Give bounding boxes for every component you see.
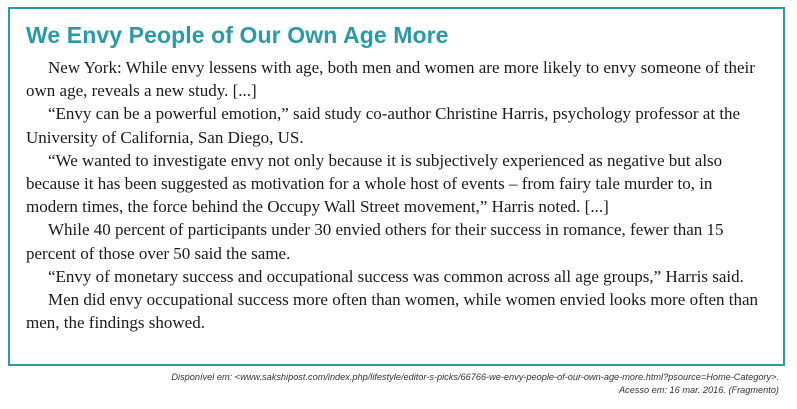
article-paragraph: Men did envy occupational success more o…: [26, 290, 759, 333]
article-paragraph: “Envy can be a powerful emotion,” said s…: [26, 104, 741, 147]
source-credit: Disponível em: <www.sakshipost.com/index…: [171, 371, 779, 396]
article-paragraph: “Envy of monetary success and occupation…: [48, 266, 744, 286]
article-box: We Envy People of Our Own Age More New Y…: [8, 7, 785, 366]
source-accessed-on: Acesso em: 16 mar. 2016. (Fragmento): [619, 384, 779, 395]
article-paragraph: While 40 percent of participants under 3…: [26, 220, 724, 263]
article-body: New York: While envy lessens with age, b…: [26, 56, 763, 334]
article-paragraph: New York: While envy lessens with age, b…: [26, 58, 755, 101]
source-available-at: Disponível em: <www.sakshipost.com/index…: [171, 372, 779, 382]
article-title: We Envy People of Our Own Age More: [26, 22, 449, 48]
article-paragraph: “We wanted to investigate envy not only …: [26, 150, 723, 217]
